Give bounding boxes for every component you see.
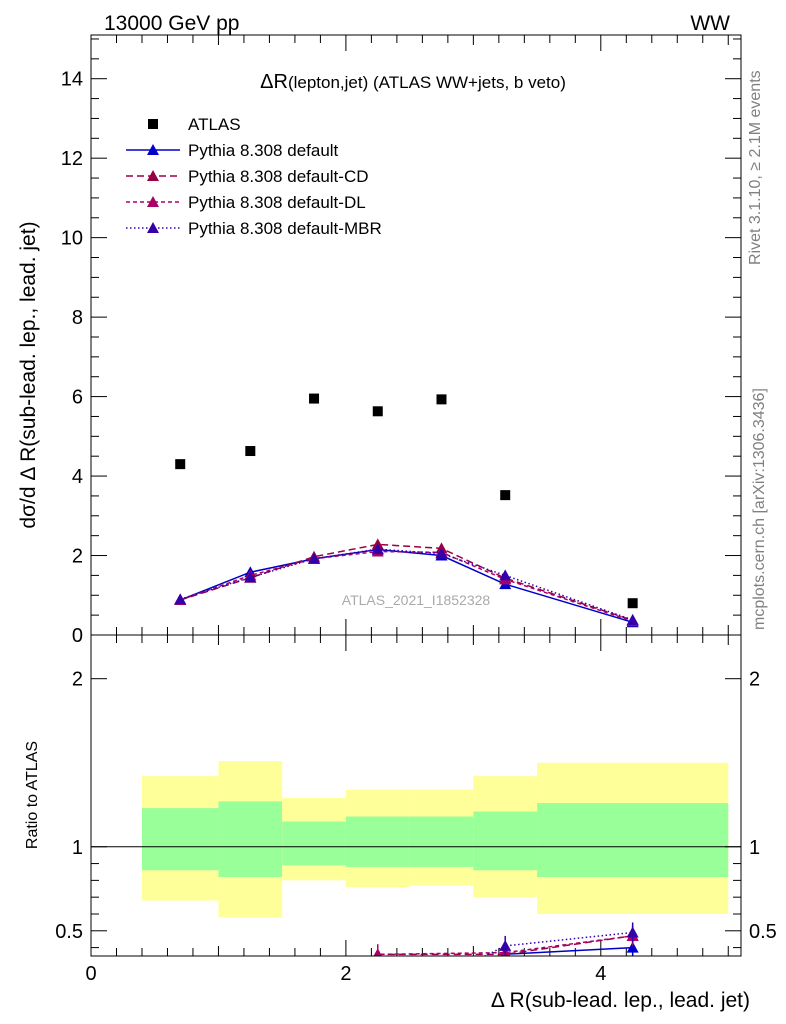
ratio-y-tick-label-right: 1	[749, 837, 760, 859]
data-point-atlas	[309, 393, 320, 404]
series-atlas	[175, 393, 638, 609]
legend: ATLAS Pythia 8.308 default Pythia 8.308 de…	[126, 115, 382, 238]
ratio-point-mbr	[499, 939, 512, 951]
x-tick-label: 2	[340, 963, 351, 985]
main-panel: 0 2 4 6 8 10 12 14 ATLAS_2021_I1852328 ΔR(lepto…	[17, 34, 742, 647]
y-tick-label: 6	[72, 387, 83, 409]
ratio-panel: 0.5 0.5 1 1 2 2 0 2 4 Ratio to ATLAS Δ R(sub-lea…	[24, 634, 777, 1012]
series-mbr	[174, 543, 639, 625]
data-point-mbr	[626, 613, 639, 625]
process-label: WW	[690, 12, 730, 35]
data-point-mbr	[308, 552, 321, 564]
legend-label-dl: Pythia 8.308 default-DL	[188, 193, 366, 212]
data-point-mbr	[244, 571, 257, 583]
data-point-atlas	[627, 598, 638, 609]
legend-label-mbr: Pythia 8.308 default-MBR	[188, 219, 382, 238]
legend-marker-cd	[147, 170, 159, 181]
x-tick-label: 4	[595, 963, 606, 985]
legend-marker-mbr	[147, 222, 159, 233]
series-line-dl	[179, 550, 633, 622]
ratio-y-tick-label-right: 2	[749, 669, 760, 691]
uncertainty-band-inner	[409, 816, 474, 867]
uncertainty-band-inner	[282, 821, 346, 866]
energy-label: 13000 GeV pp	[104, 12, 239, 35]
ratio-y-tick-label: 1	[72, 837, 83, 859]
y-tick-label: 0	[72, 625, 83, 647]
ratio-point-mbr	[626, 926, 639, 938]
uncertainty-band-inner	[141, 808, 219, 871]
data-point-mbr	[499, 569, 512, 581]
ratio-line-mbr	[483, 931, 633, 956]
ratio-y-tick-label: 2	[72, 669, 83, 691]
series-line-mbr	[179, 548, 633, 621]
ratio-y-axis-label: Ratio to ATLAS	[24, 741, 41, 849]
plot-title: ΔR(lepton,jet) (ATLAS WW+jets, b veto)	[260, 71, 566, 93]
series-default	[174, 543, 639, 628]
legend-label-default: Pythia 8.308 default	[188, 141, 339, 160]
y-tick-label: 12	[61, 148, 83, 170]
y-tick-label: 4	[72, 466, 83, 488]
ratio-series-mbr	[483, 922, 639, 956]
ratio-series-default	[500, 937, 639, 956]
mcplots-label: mcplots.cern.ch [arXiv:1306.3436]	[751, 388, 768, 630]
data-point-atlas	[436, 394, 447, 405]
uncertainty-band-inner	[473, 811, 538, 871]
legend-marker-dl	[147, 196, 159, 207]
x-axis-label: Δ R(sub-lead. lep., lead. jet)	[491, 989, 750, 1012]
uncertainty-band-inner	[537, 803, 729, 878]
y-tick-label: 10	[61, 228, 83, 250]
series-line-default	[179, 548, 633, 624]
ratio-panel-frame	[90, 634, 742, 957]
ratio-y-tick-label: 0.5	[55, 921, 83, 943]
ratio-series-cd	[372, 925, 639, 956]
data-point-atlas	[175, 459, 186, 470]
ratio-series-group	[372, 922, 639, 956]
ratio-point-default	[626, 941, 639, 953]
legend-label-cd: Pythia 8.308 default-CD	[188, 167, 369, 186]
data-point-mbr	[174, 593, 187, 605]
ratio-point-dl	[373, 948, 382, 956]
data-point-mbr	[371, 543, 384, 555]
legend-marker-default	[147, 144, 159, 155]
series-dl	[174, 545, 639, 627]
watermark: ATLAS_2021_I1852328	[342, 592, 491, 608]
legend-marker-atlas	[148, 119, 158, 129]
y-tick-label: 14	[61, 69, 83, 91]
y-tick-label: 2	[72, 546, 83, 568]
main-y-axis-label: dσ/d Δ R(sub-lead. lep., lead. jet)	[17, 221, 40, 528]
ratio-line-cd	[372, 935, 633, 956]
rivet-version-label: Rivet 3.1.10, ≥ 2.1M events	[747, 70, 764, 265]
data-point-atlas	[372, 406, 383, 417]
y-tick-label: 8	[72, 307, 83, 329]
uncertainty-band-inner	[218, 801, 283, 878]
data-point-mbr	[435, 547, 448, 559]
x-tick-label: 0	[85, 963, 96, 985]
uncertainty-band-inner	[345, 816, 410, 867]
legend-label-atlas: ATLAS	[188, 115, 241, 134]
ratio-series-dl	[372, 925, 639, 956]
ratio-y-tick-label-right: 0.5	[749, 921, 777, 943]
data-point-atlas	[245, 446, 256, 457]
data-point-atlas	[500, 490, 511, 501]
